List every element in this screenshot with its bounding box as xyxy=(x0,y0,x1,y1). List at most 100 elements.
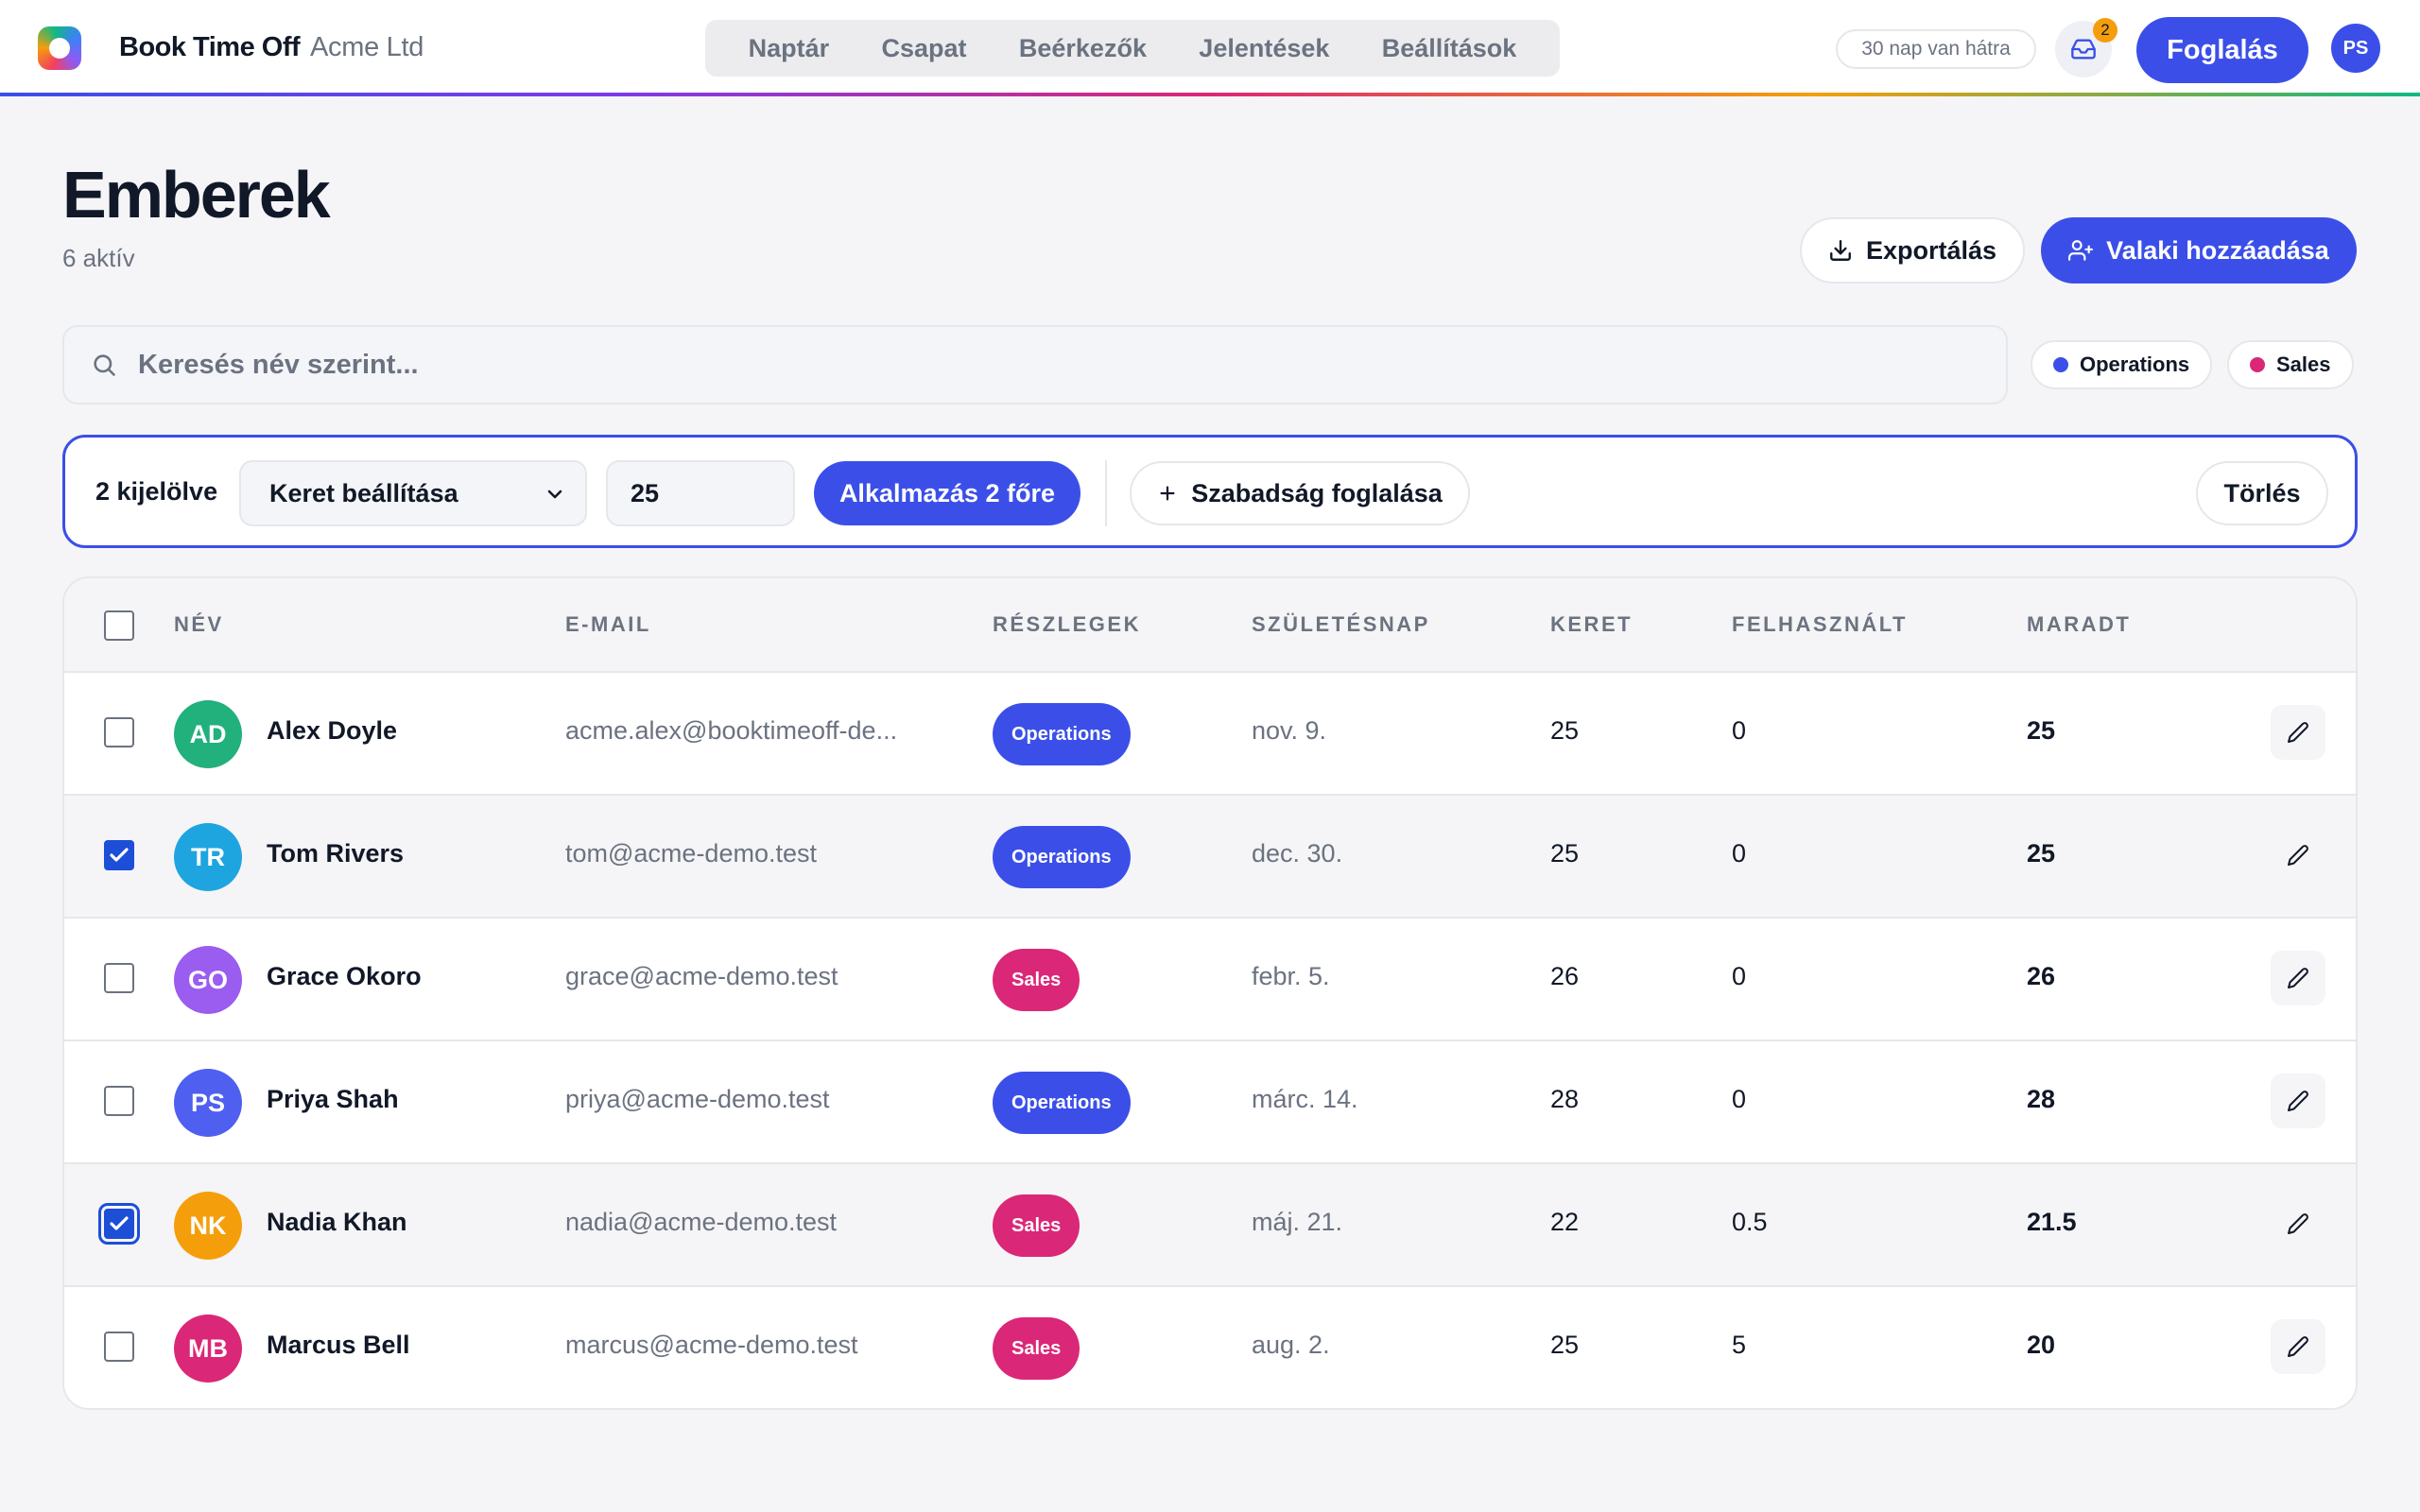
person-email: tom@acme-demo.test xyxy=(565,839,817,868)
bulk-value-input[interactable] xyxy=(606,460,795,526)
avatar: AD xyxy=(174,700,242,768)
book-leave-button[interactable]: Szabadság foglalása xyxy=(1130,461,1470,525)
quota: 26 xyxy=(1550,962,1580,990)
birthday: nov. 9. xyxy=(1252,716,1327,745)
tab-settings[interactable]: Beállítások xyxy=(1381,33,1517,62)
add-person-button[interactable]: Valaki hozzáadása xyxy=(2041,217,2357,284)
department-badge: Operations xyxy=(993,1072,1131,1134)
filter-chip-sales[interactable]: Sales xyxy=(2227,340,2354,389)
table-row[interactable]: NK Nadia Khan nadia@acme-demo.test Sales… xyxy=(64,1164,2356,1287)
pencil-icon xyxy=(2288,1213,2308,1234)
department-badge: Sales xyxy=(993,1194,1080,1257)
column-header-remaining[interactable]: MARADT xyxy=(2027,612,2132,636)
filter-chip-label: Operations xyxy=(2080,352,2190,376)
app-logo[interactable] xyxy=(38,26,81,70)
person-name[interactable]: Alex Doyle xyxy=(267,716,398,745)
person-email: marcus@acme-demo.test xyxy=(565,1331,858,1359)
edit-button[interactable] xyxy=(2271,1196,2325,1251)
divider xyxy=(1105,460,1107,526)
edit-button[interactable] xyxy=(2271,1074,2325,1128)
page-subtitle: 6 aktív xyxy=(62,244,135,272)
row-checkbox[interactable] xyxy=(104,840,134,870)
bulk-action-bar: 2 kijelölve Keret beállítása Alkalmazás … xyxy=(62,435,2358,548)
tab-inbox[interactable]: Beérkezők xyxy=(1018,33,1147,62)
bulk-action-selected: Keret beállítása xyxy=(269,478,458,507)
department-badge: Sales xyxy=(993,949,1080,1011)
tab-team[interactable]: Csapat xyxy=(881,33,967,62)
row-checkbox[interactable] xyxy=(104,963,134,993)
person-email: nadia@acme-demo.test xyxy=(565,1208,838,1236)
chevron-down-icon xyxy=(547,490,562,499)
person-name[interactable]: Priya Shah xyxy=(267,1085,399,1113)
person-email: acme.alex@booktimeoff-de... xyxy=(565,716,898,745)
used: 0 xyxy=(1732,839,1747,868)
select-all-checkbox[interactable] xyxy=(104,610,134,641)
export-button-label: Exportálás xyxy=(1865,235,1997,265)
search-input[interactable] xyxy=(138,349,1934,381)
book-button[interactable]: Foglalás xyxy=(2136,17,2308,83)
user-plus-icon xyxy=(2068,240,2094,261)
top-bar: Book Time Off Acme Ltd Naptár Csapat Beé… xyxy=(0,0,2420,96)
inbox-count-badge: 2 xyxy=(2093,18,2118,43)
row-checkbox[interactable] xyxy=(104,1086,134,1116)
remaining: 26 xyxy=(2027,962,2056,990)
used: 0 xyxy=(1732,962,1747,990)
filter-chip-operations[interactable]: Operations xyxy=(2031,340,2213,389)
used: 5 xyxy=(1732,1331,1747,1359)
edit-button[interactable] xyxy=(2271,828,2325,883)
tab-reports[interactable]: Jelentések xyxy=(1199,33,1330,62)
remaining: 25 xyxy=(2027,839,2056,868)
person-email: grace@acme-demo.test xyxy=(565,962,838,990)
birthday: márc. 14. xyxy=(1252,1085,1358,1113)
checkmark-icon xyxy=(110,1216,129,1230)
pencil-icon xyxy=(2288,1336,2308,1357)
quota: 25 xyxy=(1550,839,1580,868)
filter-chip-label: Sales xyxy=(2276,352,2331,376)
table-row[interactable]: GO Grace Okoro grace@acme-demo.test Sale… xyxy=(64,919,2356,1041)
column-header-email[interactable]: E-MAIL xyxy=(565,612,651,636)
search-icon xyxy=(94,354,115,376)
used: 0.5 xyxy=(1732,1208,1768,1236)
quota: 22 xyxy=(1550,1208,1580,1236)
pencil-icon xyxy=(2288,968,2308,988)
remaining: 21.5 xyxy=(2027,1208,2077,1236)
row-checkbox[interactable] xyxy=(104,1332,134,1362)
tab-calendar[interactable]: Naptár xyxy=(748,33,830,62)
column-header-name[interactable]: NÉV xyxy=(174,612,224,636)
apply-bulk-button[interactable]: Alkalmazás 2 főre xyxy=(814,461,1080,525)
row-checkbox[interactable] xyxy=(104,717,134,747)
user-avatar[interactable]: PS xyxy=(2331,24,2380,73)
person-name[interactable]: Tom Rivers xyxy=(267,839,405,868)
row-checkbox[interactable] xyxy=(98,1203,140,1245)
remaining: 20 xyxy=(2027,1331,2056,1359)
add-person-button-label: Valaki hozzáadása xyxy=(2106,235,2329,265)
bulk-action-select[interactable]: Keret beállítása xyxy=(239,460,587,526)
column-header-quota[interactable]: KERET xyxy=(1550,612,1634,636)
column-header-departments[interactable]: RÉSZLEGEK xyxy=(993,612,1141,636)
remaining: 28 xyxy=(2027,1085,2056,1113)
table-row[interactable]: AD Alex Doyle acme.alex@booktimeoff-de..… xyxy=(64,673,2356,796)
table-row[interactable]: MB Marcus Bell marcus@acme-demo.test Sal… xyxy=(64,1287,2356,1408)
column-header-used[interactable]: FELHASZNÁLT xyxy=(1732,612,1908,636)
used: 0 xyxy=(1732,716,1747,745)
person-name[interactable]: Grace Okoro xyxy=(267,962,422,990)
person-name[interactable]: Nadia Khan xyxy=(267,1208,407,1236)
export-button[interactable]: Exportálás xyxy=(1800,217,2025,284)
pencil-icon xyxy=(2288,722,2308,743)
edit-button[interactable] xyxy=(2271,705,2325,760)
person-name[interactable]: Marcus Bell xyxy=(267,1331,410,1359)
quota: 25 xyxy=(1550,716,1580,745)
table-row[interactable]: PS Priya Shah priya@acme-demo.test Opera… xyxy=(64,1041,2356,1164)
edit-button[interactable] xyxy=(2271,1319,2325,1374)
column-header-birthday[interactable]: SZÜLETÉSNAP xyxy=(1252,612,1430,636)
checkmark-icon xyxy=(110,848,129,862)
edit-button[interactable] xyxy=(2271,951,2325,1005)
clear-selection-button[interactable]: Törlés xyxy=(2196,461,2328,525)
organization-name: Acme Ltd xyxy=(310,32,424,62)
table-row[interactable]: TR Tom Rivers tom@acme-demo.test Operati… xyxy=(64,796,2356,919)
avatar: TR xyxy=(174,823,242,891)
download-icon xyxy=(1830,240,1851,261)
person-email: priya@acme-demo.test xyxy=(565,1085,830,1113)
avatar: NK xyxy=(174,1192,242,1260)
main-nav: Naptár Csapat Beérkezők Jelentések Beáll… xyxy=(705,20,1560,77)
